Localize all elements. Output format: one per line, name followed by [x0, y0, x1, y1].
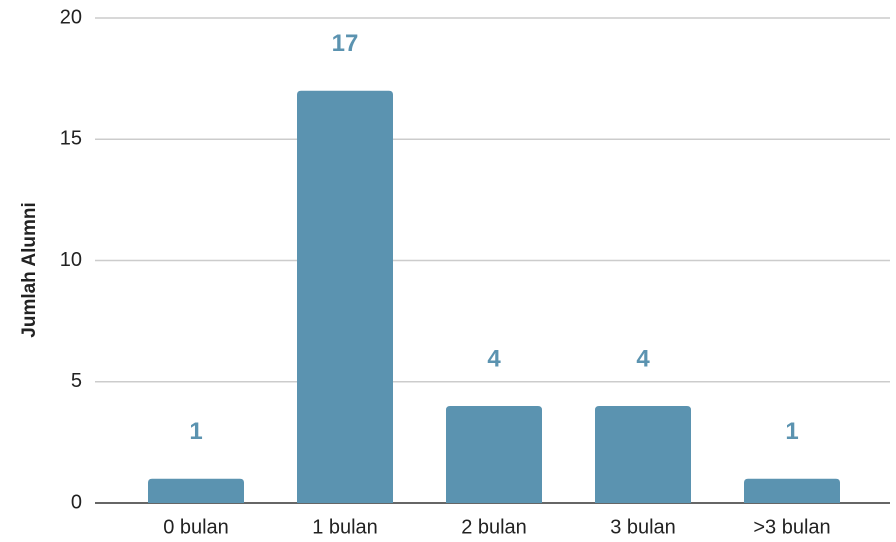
- data-label: 1: [785, 418, 798, 445]
- y-tick-label: 15: [60, 128, 82, 150]
- x-tick-label: >3 bulan: [753, 516, 830, 538]
- bar: [744, 478, 840, 503]
- x-tick-label: 0 bulan: [163, 516, 229, 538]
- data-label: 1: [189, 418, 202, 445]
- data-label: 4: [636, 345, 650, 372]
- x-tick-label: 1 bulan: [312, 516, 378, 538]
- data-label: 17: [332, 30, 359, 57]
- y-tick-label: 0: [71, 491, 82, 513]
- y-tick-label: 5: [71, 370, 82, 392]
- y-axis-title: Jumlah Alumni: [19, 202, 40, 337]
- bar: [595, 406, 691, 503]
- x-tick-label: 2 bulan: [461, 516, 527, 538]
- y-tick-label: 10: [60, 249, 82, 271]
- bar: [148, 478, 244, 503]
- y-tick-label: 20: [60, 6, 82, 28]
- bar: [297, 90, 393, 503]
- bar: [446, 406, 542, 503]
- x-tick-label: 3 bulan: [610, 516, 676, 538]
- data-label: 4: [487, 345, 501, 372]
